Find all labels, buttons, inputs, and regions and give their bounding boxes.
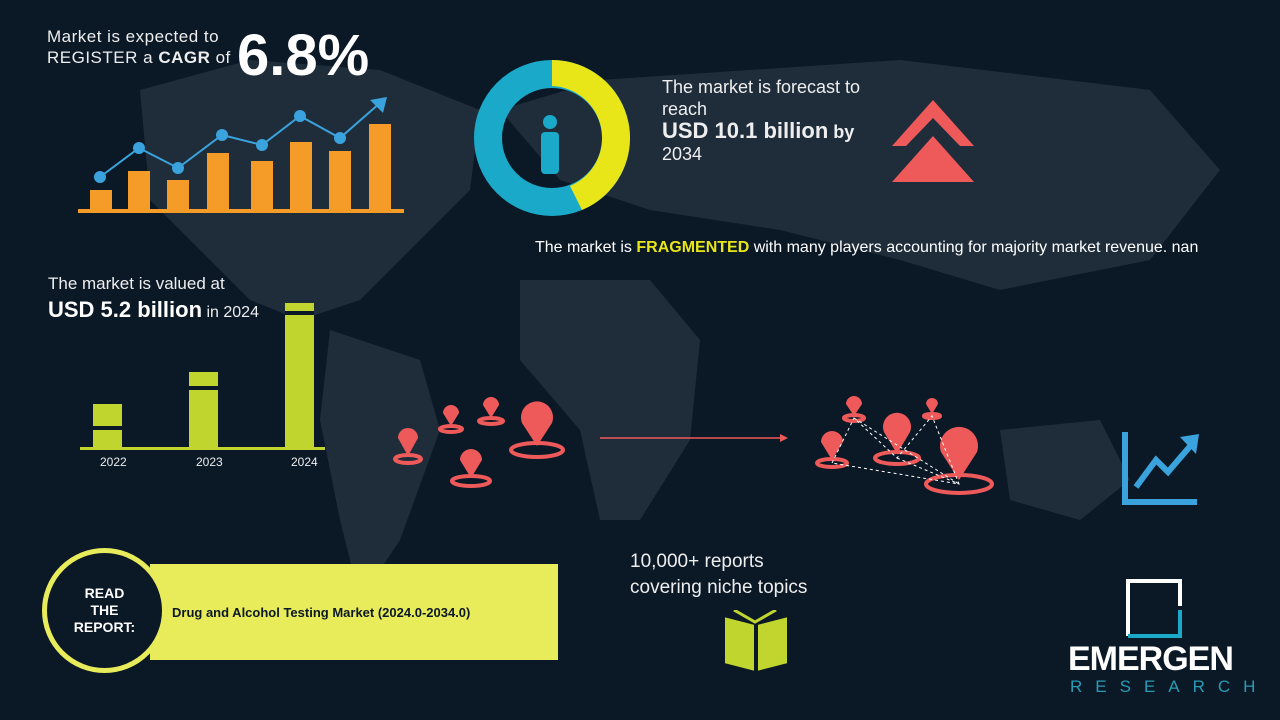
reports-line1: 10,000+ reports xyxy=(630,551,764,572)
reports-line2: covering niche topics xyxy=(630,577,808,598)
location-pins-network-icon xyxy=(393,396,994,495)
reports-text: 10,000+ reports covering niche topics xyxy=(630,549,807,601)
valued-amount: USD 5.2 billion xyxy=(48,297,203,322)
cagr-text: Market is expected to REGISTER a CAGR of xyxy=(47,26,231,68)
year-2024: 2024 xyxy=(291,455,318,469)
book-icon xyxy=(723,610,789,674)
cagr-bold: CAGR xyxy=(158,48,211,67)
logo-sub: RESEARCH xyxy=(1070,677,1269,696)
year-2023: 2023 xyxy=(196,455,223,469)
valued-suffix: in 2024 xyxy=(202,304,259,321)
report-title[interactable]: Drug and Alcohol Testing Market (2024.0-… xyxy=(172,604,471,620)
cagr-suffix: of xyxy=(210,48,231,67)
forecast-by: by xyxy=(828,122,855,142)
frag-suffix: with many players accounting for majorit… xyxy=(749,239,1199,256)
forecast-year: 2034 xyxy=(662,144,703,164)
growth-chart-icon xyxy=(78,97,404,213)
cagr-value: 6.8% xyxy=(237,23,370,88)
value-bars-icon xyxy=(80,303,325,450)
forecast-line1: The market is forecast to reach xyxy=(662,77,861,119)
donut-chart-icon xyxy=(474,60,630,216)
year-2022: 2022 xyxy=(100,455,127,469)
valued-value: USD 5.2 billion in 2024 xyxy=(48,297,259,323)
emergen-logo-mark xyxy=(1126,579,1182,638)
cagr-line1: Market is expected to xyxy=(47,27,220,46)
trend-up-icon xyxy=(1122,432,1199,505)
read-report-link[interactable]: Drug and Alcohol Testing Market (2024.0-… xyxy=(150,564,558,660)
forecast-value: USD 10.1 billion xyxy=(662,118,829,143)
read-report-label: READ THE REPORT: xyxy=(73,585,136,635)
forecast-text: The market is forecast to reach USD 10.1… xyxy=(662,76,902,165)
read-report-badge[interactable]: READ THE REPORT: xyxy=(42,548,167,673)
frag-prefix: The market is xyxy=(535,239,637,256)
double-chevron-up-icon xyxy=(892,100,974,182)
cagr-prefix: REGISTER a xyxy=(47,48,159,67)
logo-name: EMERGEN xyxy=(1068,640,1234,678)
valued-line1: The market is valued at xyxy=(48,274,225,293)
frag-highlight: FRAGMENTED xyxy=(636,239,750,256)
cagr-line2: REGISTER a CAGR of xyxy=(47,47,231,68)
fragmented-text: The market is FRAGMENTED with many playe… xyxy=(535,237,1215,259)
